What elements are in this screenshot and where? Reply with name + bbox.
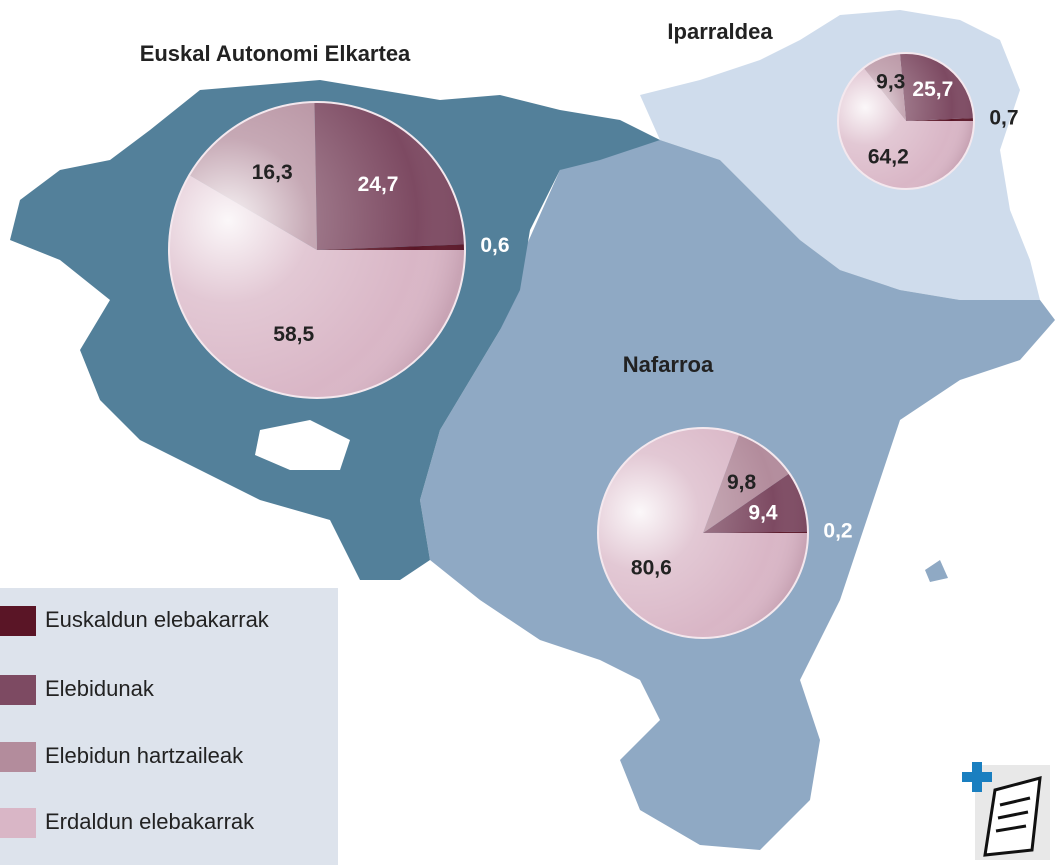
data-label: 64,2 <box>868 145 909 168</box>
data-label: 80,6 <box>631 557 672 580</box>
pie-sheen <box>837 52 975 190</box>
doc-lines <box>995 796 1031 833</box>
legend-label: Euskaldun elebakarrak <box>45 607 270 632</box>
region-label: Nafarroa <box>623 352 714 377</box>
data-label: 16,3 <box>252 161 293 184</box>
island <box>925 560 948 582</box>
data-label: 9,3 <box>876 71 905 94</box>
legend-swatch <box>0 808 36 838</box>
legend-label: Elebidun hartzaileak <box>45 743 244 768</box>
data-label: 58,5 <box>273 323 314 346</box>
plus <box>962 762 992 792</box>
legend-label: Elebidunak <box>45 676 155 701</box>
legend-label: Erdaldun elebakarrak <box>45 809 255 834</box>
legend-swatch <box>0 675 36 705</box>
pie-sheen <box>168 101 466 399</box>
region-label: Iparraldea <box>667 19 773 44</box>
data-label: 0,7 <box>989 106 1018 129</box>
legend-swatch <box>0 742 36 772</box>
enclave <box>255 420 350 470</box>
pie-sheen <box>597 427 809 639</box>
data-label: 25,7 <box>912 78 953 101</box>
data-label: 0,2 <box>823 520 852 543</box>
data-label: 0,6 <box>480 234 509 257</box>
legend-swatch <box>0 606 36 636</box>
region-label: Euskal Autonomi Elkartea <box>140 41 411 66</box>
data-label: 24,7 <box>358 173 399 196</box>
data-label: 9,4 <box>748 501 778 524</box>
legend-box <box>0 588 338 865</box>
data-label: 9,8 <box>727 471 757 494</box>
info-icon[interactable] <box>962 762 1050 860</box>
